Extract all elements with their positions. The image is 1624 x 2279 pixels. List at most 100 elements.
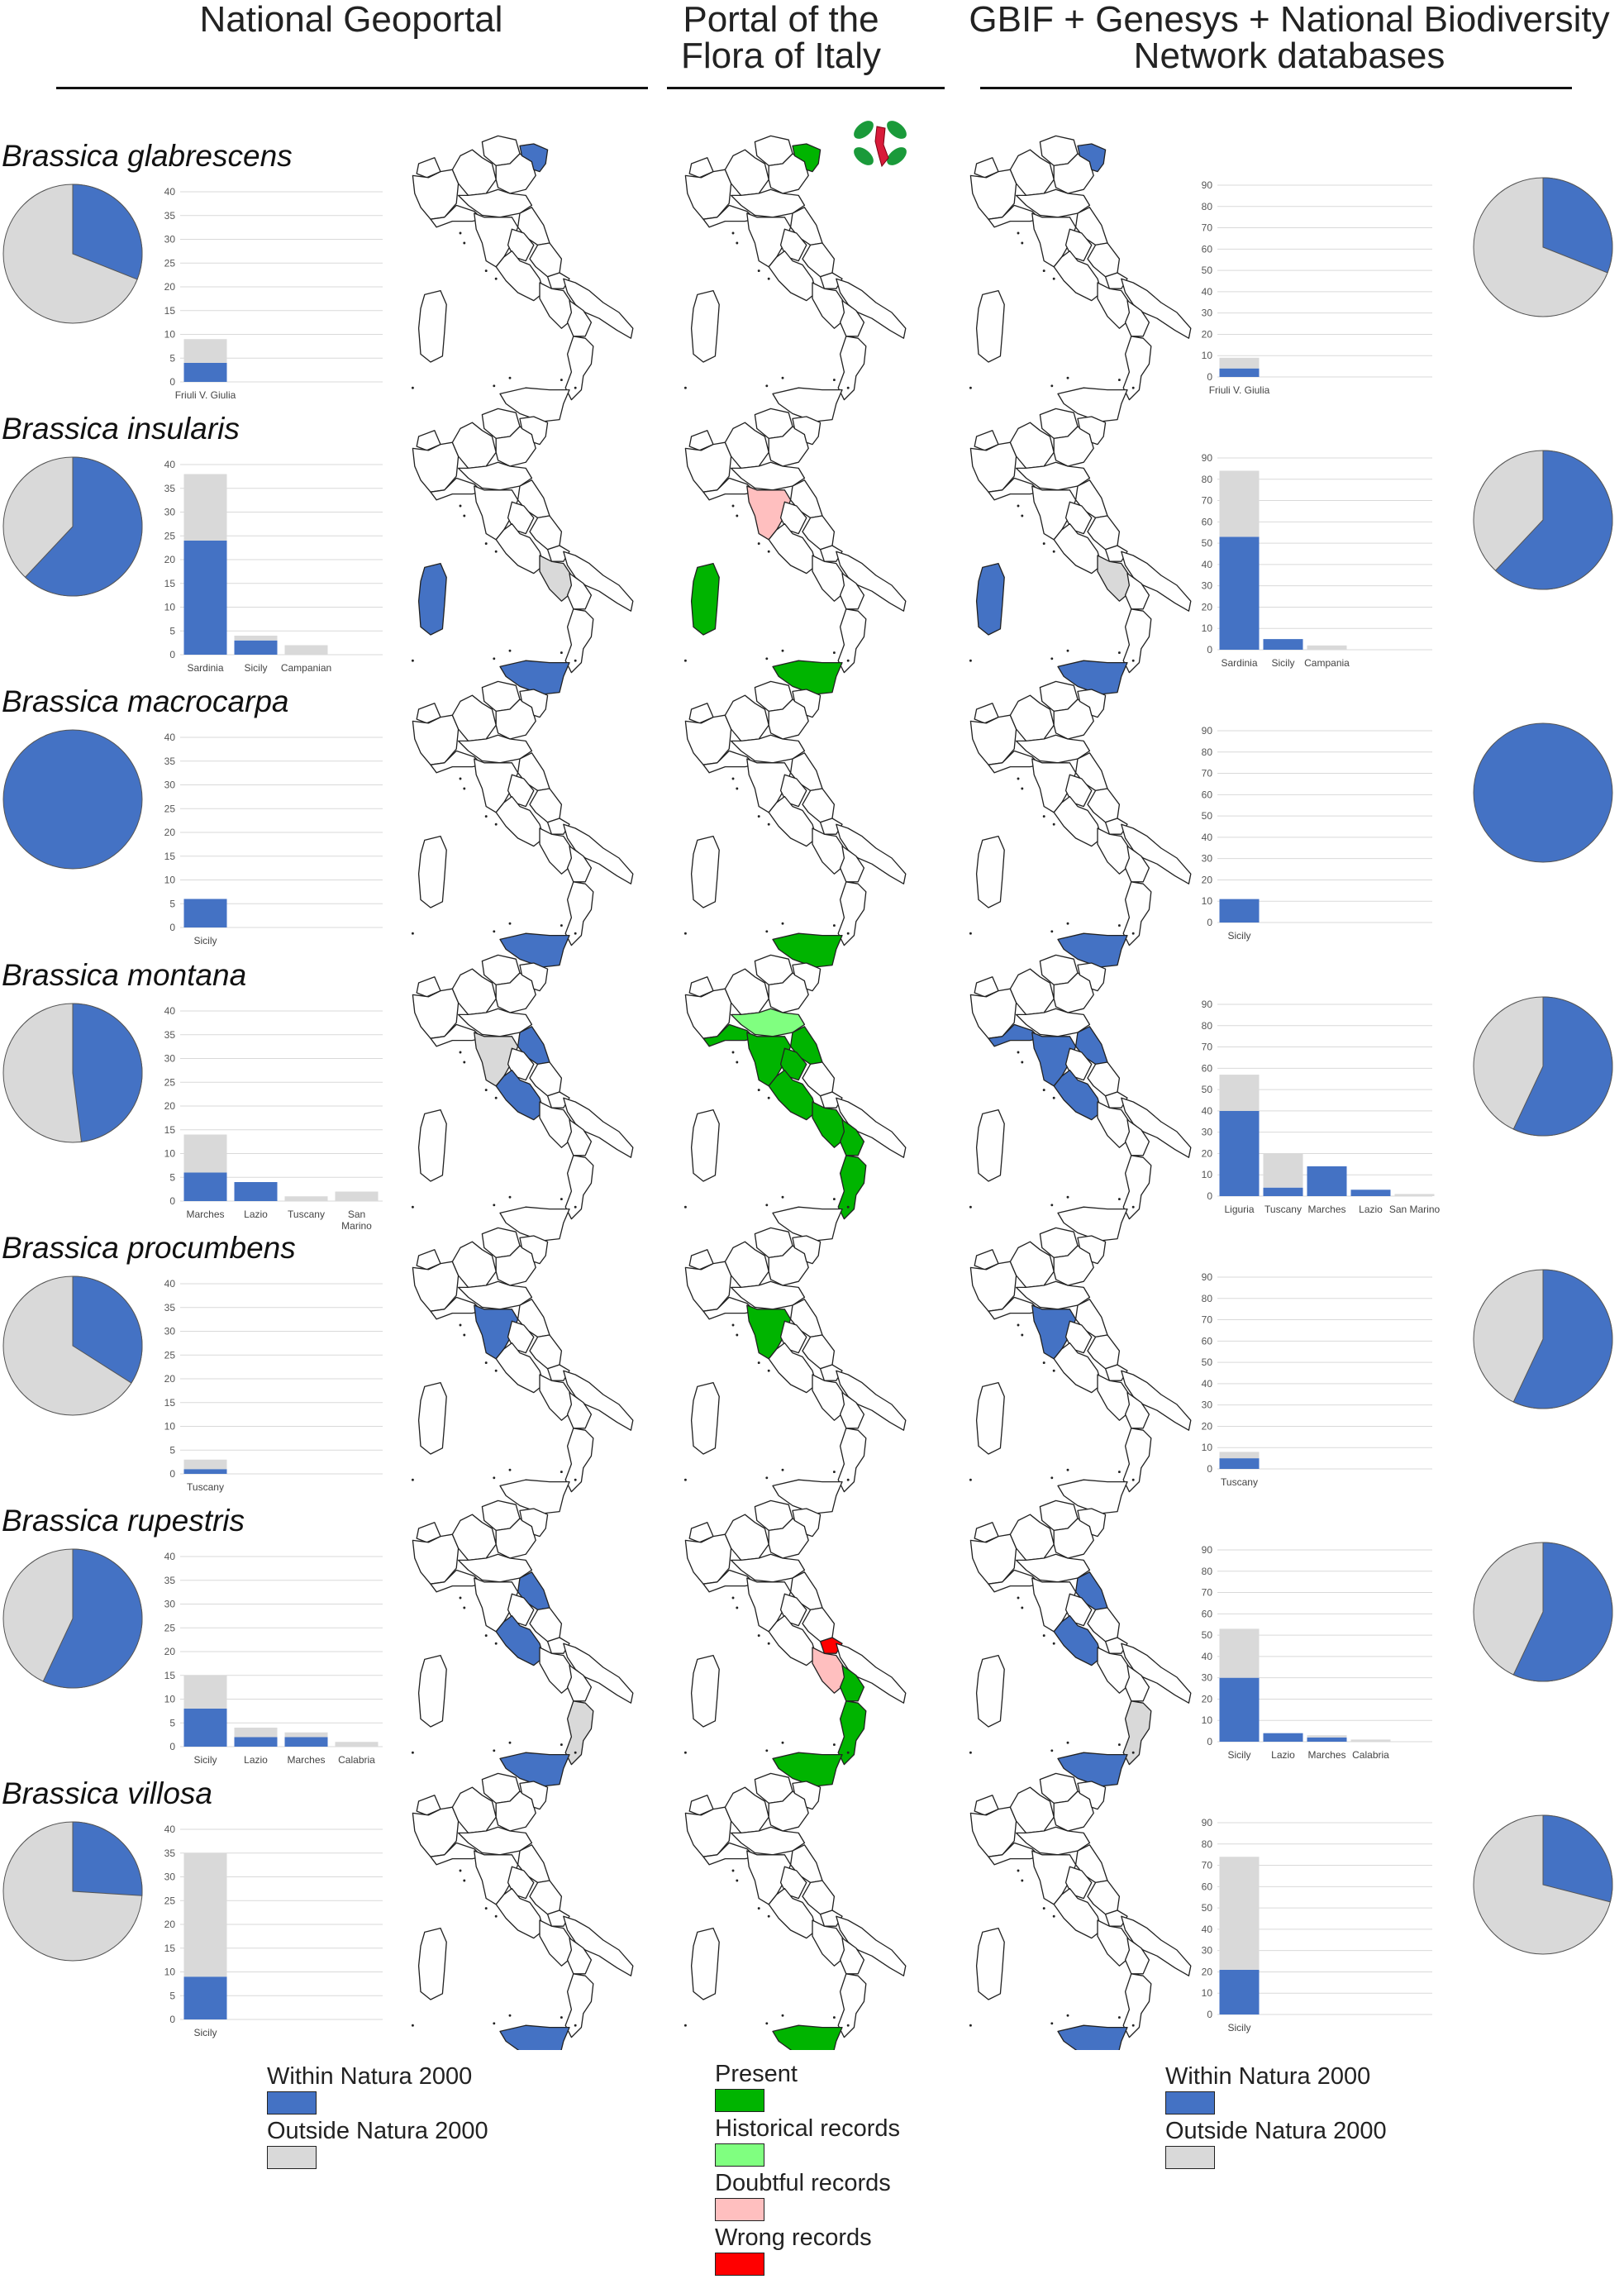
map-islet bbox=[781, 1741, 784, 1744]
map-islet bbox=[1052, 1914, 1055, 1918]
map-region-calabria bbox=[564, 608, 594, 674]
y-tick-label: 10 bbox=[1202, 1442, 1213, 1453]
map-islet bbox=[846, 932, 850, 935]
map-region-emilia-romagna bbox=[730, 1553, 806, 1583]
y-tick-label: 15 bbox=[164, 851, 176, 862]
bar-outside bbox=[284, 1732, 328, 1738]
map-region-calabria bbox=[837, 1700, 867, 1766]
y-tick-label: 20 bbox=[164, 1646, 176, 1657]
bar-within bbox=[284, 1737, 328, 1747]
map-region-tuscany bbox=[746, 212, 792, 268]
x-tick-label: Marches bbox=[1307, 1749, 1345, 1761]
map-region-veneto bbox=[768, 153, 809, 194]
map-islet bbox=[969, 1478, 972, 1481]
map-region-lombardy bbox=[451, 694, 497, 742]
column-rule-geoportal bbox=[56, 87, 648, 89]
column-title-flora-of-italy: Portal of the Flora of Italy bbox=[657, 2, 905, 74]
map-islet bbox=[463, 1061, 466, 1064]
species-label: Brassica villosa bbox=[2, 1776, 212, 1810]
y-tick-label: 90 bbox=[1202, 1271, 1213, 1283]
map-region-friuli-v-giulia bbox=[792, 689, 822, 718]
y-tick-label: 80 bbox=[1202, 1293, 1213, 1304]
y-tick-label: 40 bbox=[164, 732, 176, 743]
map-islet bbox=[757, 542, 760, 546]
legend-item-outside: Outside Natura 2000 bbox=[1165, 2118, 1387, 2172]
map-geoportal-brassica-insularis bbox=[411, 408, 634, 700]
map-region-lombardy bbox=[1009, 1241, 1055, 1289]
legend-label: Outside Natura 2000 bbox=[267, 2118, 488, 2144]
bar-within bbox=[1263, 1187, 1303, 1196]
x-tick-label: Marches bbox=[186, 1209, 224, 1220]
bar-outside bbox=[284, 1196, 328, 1201]
pie-slice-within bbox=[1473, 722, 1613, 863]
x-tick-label: Sicily bbox=[193, 1754, 217, 1766]
map-region-friuli-v-giulia bbox=[792, 1508, 822, 1538]
legend-item-within: Within Natura 2000 bbox=[1165, 2063, 1387, 2118]
map-region-emilia-romagna bbox=[1015, 1553, 1091, 1583]
map-region-veneto bbox=[1053, 1245, 1094, 1286]
pie-slice-within bbox=[2, 729, 143, 870]
map-region-basilicata bbox=[566, 572, 593, 610]
map-region-piedmont bbox=[969, 441, 1017, 493]
bar-outside bbox=[1219, 470, 1260, 537]
bar-within bbox=[183, 1469, 227, 1474]
map-region-basilicata bbox=[1124, 845, 1150, 883]
y-tick-label: 80 bbox=[1202, 1020, 1213, 1032]
map-islet bbox=[832, 1743, 836, 1747]
y-tick-label: 0 bbox=[169, 376, 175, 388]
map-islet bbox=[1052, 550, 1055, 553]
map-region-tuscany bbox=[746, 1304, 792, 1360]
x-tick-label: Sicily bbox=[1227, 930, 1250, 942]
y-tick-label: 10 bbox=[164, 1148, 176, 1160]
pie-gbif-brassica-villosa bbox=[1473, 1814, 1613, 1955]
map-region-calabria bbox=[837, 336, 867, 401]
y-tick-label: 20 bbox=[1202, 874, 1213, 885]
legend-item-historical: Historical records bbox=[715, 2115, 900, 2170]
map-region-basilicata bbox=[839, 1118, 865, 1156]
map-islet bbox=[767, 550, 770, 553]
map-flora-brassica-rupestris bbox=[683, 1499, 907, 1792]
map-region-tuscany bbox=[474, 1032, 519, 1087]
legend-label: Doubtful records bbox=[715, 2170, 891, 2196]
bar-outside bbox=[234, 636, 278, 641]
map-region-veneto bbox=[1053, 153, 1094, 194]
legend-swatch-within bbox=[267, 2091, 317, 2115]
map-region-umbria bbox=[1064, 1866, 1093, 1900]
map-islet bbox=[459, 777, 462, 780]
map-region-lazio bbox=[1053, 795, 1103, 847]
map-region-sicily bbox=[772, 932, 843, 968]
map-islet bbox=[574, 1751, 577, 1754]
map-islet bbox=[508, 1741, 512, 1744]
y-tick-label: 0 bbox=[169, 1195, 175, 1207]
map-islet bbox=[767, 277, 770, 280]
bar-outside bbox=[1219, 1628, 1260, 1678]
map-region-sicily bbox=[499, 932, 570, 968]
map-islet bbox=[683, 659, 687, 662]
y-tick-label: 60 bbox=[1202, 243, 1213, 255]
map-region-friuli-v-giulia bbox=[1077, 143, 1107, 173]
map-region-tuscany bbox=[1031, 1304, 1077, 1360]
map-region-friuli-v-giulia bbox=[1077, 1781, 1107, 1810]
map-islet bbox=[969, 1751, 972, 1754]
map-islet bbox=[494, 1369, 498, 1372]
map-islet bbox=[1052, 1096, 1055, 1099]
y-tick-label: 40 bbox=[1202, 832, 1213, 843]
map-region-sicily bbox=[772, 2024, 843, 2050]
map-islet bbox=[1042, 815, 1045, 818]
map-islet bbox=[1052, 1642, 1055, 1645]
x-tick-label: San bbox=[348, 1209, 365, 1220]
map-islet bbox=[781, 1195, 784, 1199]
map-region-sardinia bbox=[975, 1927, 1005, 2000]
y-tick-label: 50 bbox=[1202, 1629, 1213, 1641]
map-islet bbox=[463, 787, 466, 790]
map-region-tuscany bbox=[746, 758, 792, 813]
y-tick-label: 90 bbox=[1202, 1817, 1213, 1828]
map-region-umbria bbox=[779, 1593, 807, 1627]
bar-within bbox=[183, 899, 227, 927]
y-tick-label: 0 bbox=[169, 1468, 175, 1480]
map-region-basilicata bbox=[1124, 1937, 1150, 1975]
y-tick-label: 30 bbox=[164, 507, 176, 518]
pie-slice-within bbox=[1512, 996, 1613, 1137]
y-tick-label: 10 bbox=[1202, 895, 1213, 907]
